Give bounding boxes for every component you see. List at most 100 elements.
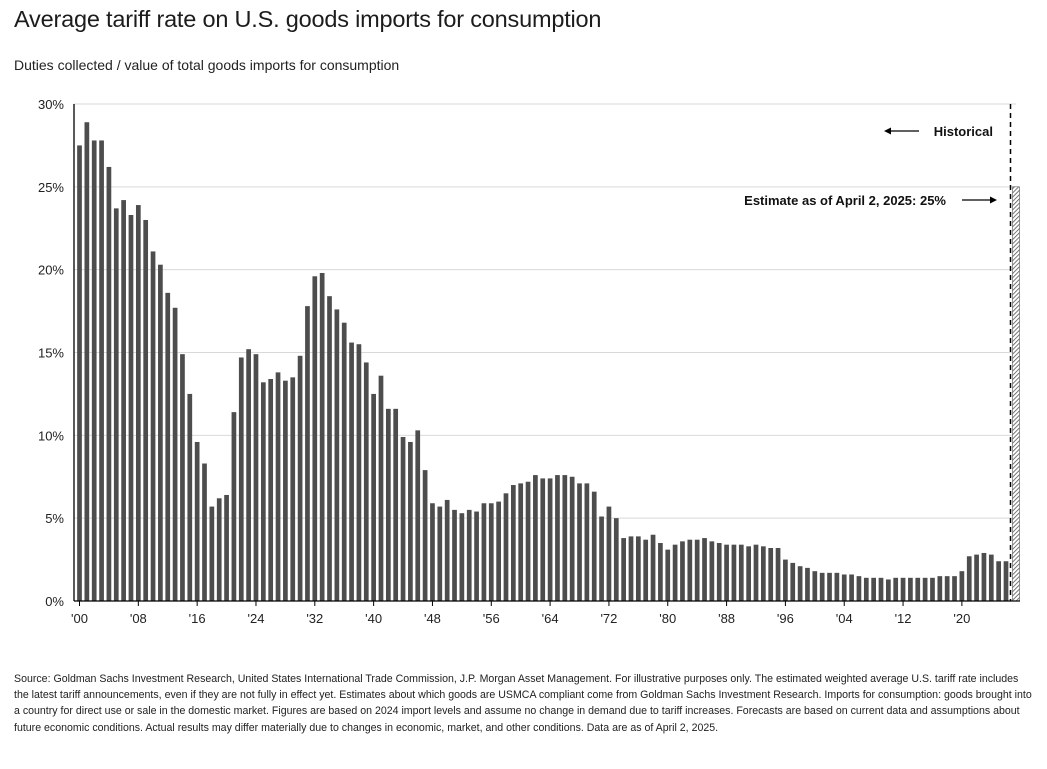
bar <box>915 577 921 601</box>
bar <box>408 441 413 601</box>
bar <box>922 577 928 601</box>
bar <box>738 544 744 601</box>
bar <box>187 393 193 601</box>
bar <box>246 349 251 601</box>
bar <box>77 145 82 602</box>
bar <box>503 493 509 601</box>
bar <box>305 306 310 601</box>
x-tick-label: '12 <box>895 611 912 626</box>
y-tick-label: 25% <box>38 180 64 195</box>
bar <box>753 544 759 601</box>
bar <box>297 355 303 601</box>
bar <box>106 166 112 601</box>
bar <box>841 574 847 601</box>
bar <box>363 362 369 601</box>
bar <box>643 539 649 601</box>
x-tick-label: '88 <box>718 611 735 626</box>
historical-label: Historical <box>934 124 993 139</box>
bar <box>584 483 590 601</box>
bar <box>481 503 487 601</box>
bar <box>613 518 619 601</box>
x-tick-label: '80 <box>659 611 676 626</box>
bar <box>444 499 450 601</box>
bar <box>327 296 332 601</box>
bar <box>709 541 715 601</box>
x-tick-label: '40 <box>365 611 382 626</box>
estimate-label: Estimate as of April 2, 2025: 25% <box>744 193 946 208</box>
bar <box>790 562 796 601</box>
bar <box>856 576 862 601</box>
bar <box>194 441 200 601</box>
bars <box>77 122 1009 602</box>
bar <box>341 322 347 601</box>
bar <box>974 554 979 601</box>
source-footnote: Source: Goldman Sachs Investment Researc… <box>14 673 1032 734</box>
bar <box>393 408 399 601</box>
bar <box>496 501 501 601</box>
bar <box>1003 561 1009 601</box>
axes <box>73 104 1020 602</box>
y-tick-label: 15% <box>38 346 64 361</box>
bar <box>150 251 156 601</box>
bar <box>996 561 1001 601</box>
bar <box>430 503 435 601</box>
bar <box>356 344 362 601</box>
bar <box>224 494 229 601</box>
bar <box>886 579 891 601</box>
bar <box>827 572 832 601</box>
bar <box>702 538 707 601</box>
x-tick-label: '00 <box>71 611 88 626</box>
bar <box>488 503 494 601</box>
bar <box>275 372 281 601</box>
y-tick-label: 0% <box>45 594 64 609</box>
chart-subtitle: Duties collected / value of total goods … <box>14 57 400 73</box>
y-tick-label: 5% <box>45 511 64 526</box>
bar <box>871 577 876 601</box>
bar <box>650 534 656 601</box>
bar <box>180 354 185 601</box>
y-tick-label: 10% <box>38 428 64 443</box>
bar <box>540 478 546 601</box>
bar <box>415 430 421 601</box>
bar <box>466 509 472 601</box>
bar <box>878 577 884 601</box>
bar <box>260 382 266 601</box>
bar <box>121 200 126 601</box>
bar <box>746 546 751 601</box>
bar <box>783 559 788 601</box>
bar <box>863 577 869 601</box>
bar <box>834 572 840 601</box>
gridlines <box>74 103 1016 519</box>
y-tick-label: 30% <box>38 97 64 112</box>
x-tick-label: '20 <box>953 611 970 626</box>
x-tick-label: '32 <box>306 611 323 626</box>
bar <box>268 379 274 601</box>
bar <box>988 554 994 601</box>
bar <box>680 541 685 601</box>
bar <box>731 544 737 601</box>
bar <box>231 412 237 601</box>
bar <box>319 272 325 601</box>
bar <box>128 215 134 601</box>
bar <box>378 375 384 601</box>
bar <box>930 577 935 601</box>
x-tick-label: '56 <box>483 611 500 626</box>
bar <box>371 393 376 601</box>
bar <box>437 506 443 601</box>
bar-chart: 0% 5% 10% 15% 20% 25% 30% '00 '08 '16 '24 '32 '40 '4… <box>38 97 1020 626</box>
estimate-arrow-icon <box>962 196 997 204</box>
bar <box>944 576 950 601</box>
bar <box>658 543 663 601</box>
bar <box>334 309 340 601</box>
bar <box>768 547 774 601</box>
estimate-bar <box>1012 186 1020 602</box>
x-tick-label: '72 <box>600 611 617 626</box>
bar <box>569 476 575 601</box>
bar <box>135 205 141 601</box>
bar <box>400 436 406 601</box>
bar <box>555 475 560 601</box>
bar <box>290 377 296 601</box>
x-tick-label: '64 <box>542 611 559 626</box>
bar <box>665 549 671 601</box>
bar <box>84 122 90 601</box>
